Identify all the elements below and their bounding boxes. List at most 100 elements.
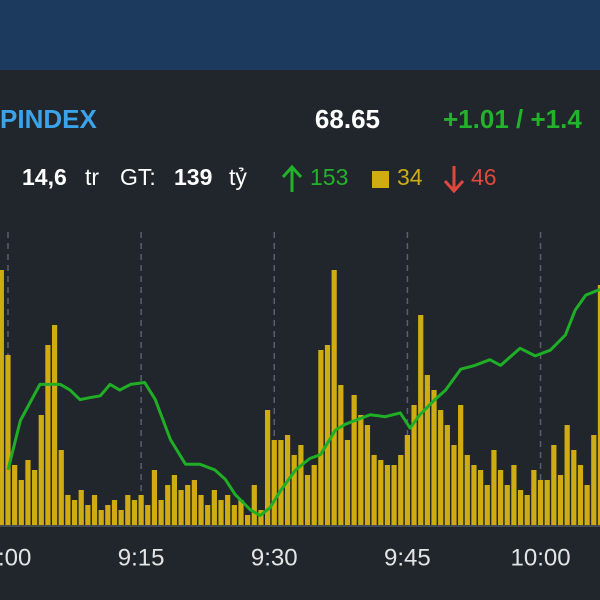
volume-bar [551, 445, 557, 525]
volume-bar [231, 505, 237, 525]
volume-bar [138, 495, 144, 525]
volume-bar [597, 285, 600, 525]
volume-bar [351, 395, 357, 525]
volume-bar [517, 490, 524, 525]
volume-bar [504, 485, 510, 525]
index-value: 68.65 [315, 104, 380, 134]
volume-bar [471, 465, 477, 525]
index-change: +1.01 / +1.4 [443, 104, 582, 134]
volume-bar [45, 345, 51, 525]
volume-bar [291, 455, 297, 525]
volume-bar [38, 415, 44, 525]
volume-bar [391, 465, 397, 525]
volume-bar [451, 445, 457, 525]
volume-bar [165, 485, 171, 525]
volume-bar [338, 385, 344, 525]
x-tick-label: 9:15 [118, 544, 165, 571]
volume-bar [225, 495, 231, 525]
volume-bar [198, 495, 204, 525]
declines: 46 [471, 164, 497, 190]
unchanged-icon [372, 171, 389, 188]
volume-bar [537, 480, 544, 525]
volume-bar [251, 485, 257, 525]
volume-bar [171, 475, 178, 525]
volume-bar [85, 505, 91, 525]
volume-bar [5, 355, 11, 525]
volume-bar [58, 450, 64, 525]
volume-bar [211, 490, 217, 525]
unchanged: 34 [397, 164, 423, 190]
volume-bar [278, 440, 284, 525]
volume-bar [311, 465, 317, 525]
volume-bar [491, 450, 497, 525]
volume-bar [358, 415, 364, 525]
volume-bar [591, 435, 597, 525]
volume-bar [191, 480, 197, 525]
volume-bar [464, 455, 470, 525]
volume-bar [444, 425, 450, 525]
down-arrow [443, 166, 465, 194]
volume-bar [271, 440, 277, 525]
volume-bar [51, 325, 58, 525]
volume-bar [32, 470, 38, 525]
volume-bar [304, 475, 311, 525]
volume-bar [544, 480, 550, 525]
volume-bar [245, 515, 251, 525]
volume-bar [571, 450, 577, 525]
volume-bar [98, 510, 104, 525]
volume-bar [265, 410, 271, 525]
x-tick-label: 9:30 [251, 544, 298, 571]
volume-bar [25, 460, 31, 525]
volume-bar [105, 505, 111, 525]
volume: 14,6 [22, 164, 67, 190]
volume-bar [344, 440, 351, 525]
index-line [6, 288, 600, 517]
volume-unit: tr [85, 164, 99, 190]
volume-bar [411, 405, 417, 525]
volume-bar [125, 495, 131, 525]
volume-bar [218, 500, 224, 525]
volume-bar [185, 485, 191, 525]
volume-bar [438, 410, 444, 525]
volume-bar [0, 270, 4, 525]
volume-bar [205, 505, 211, 525]
x-tick-label: 10:00 [511, 544, 571, 571]
volume-bar [78, 490, 84, 525]
volume-bar [298, 445, 304, 525]
volume-bar [564, 425, 570, 525]
volume-bar [524, 495, 530, 525]
volume-bar [324, 345, 331, 525]
value-label: GT: [120, 164, 156, 190]
volume-bar [91, 495, 98, 525]
volume-bar [18, 480, 24, 525]
volume-bar [511, 465, 517, 525]
advances: 153 [310, 164, 348, 190]
volume-bar [364, 425, 371, 525]
volume-bar [458, 405, 464, 525]
top-bar [0, 0, 600, 70]
value-unit: tỷ [229, 164, 247, 190]
volume-bar [478, 470, 484, 525]
volume-bar [318, 350, 324, 525]
volume-bar [118, 510, 124, 525]
volume-bar [131, 500, 138, 525]
volume-bar [331, 270, 337, 525]
volume-bar [12, 465, 18, 525]
volume-bar [577, 465, 584, 525]
volume-bar [584, 485, 590, 525]
volume-bar [497, 470, 504, 525]
volume-bar [65, 495, 71, 525]
x-tick-label: 9:45 [384, 544, 431, 571]
volume-bar [71, 500, 78, 525]
volume-bar [258, 510, 264, 525]
volume-bar [371, 455, 377, 525]
volume-bar [158, 500, 164, 525]
volume-bar [384, 465, 391, 525]
volume-bar [424, 375, 430, 525]
up-arrow [281, 164, 303, 192]
volume-bar [557, 475, 564, 525]
volume-bar [111, 500, 118, 525]
volume-bar [404, 435, 410, 525]
